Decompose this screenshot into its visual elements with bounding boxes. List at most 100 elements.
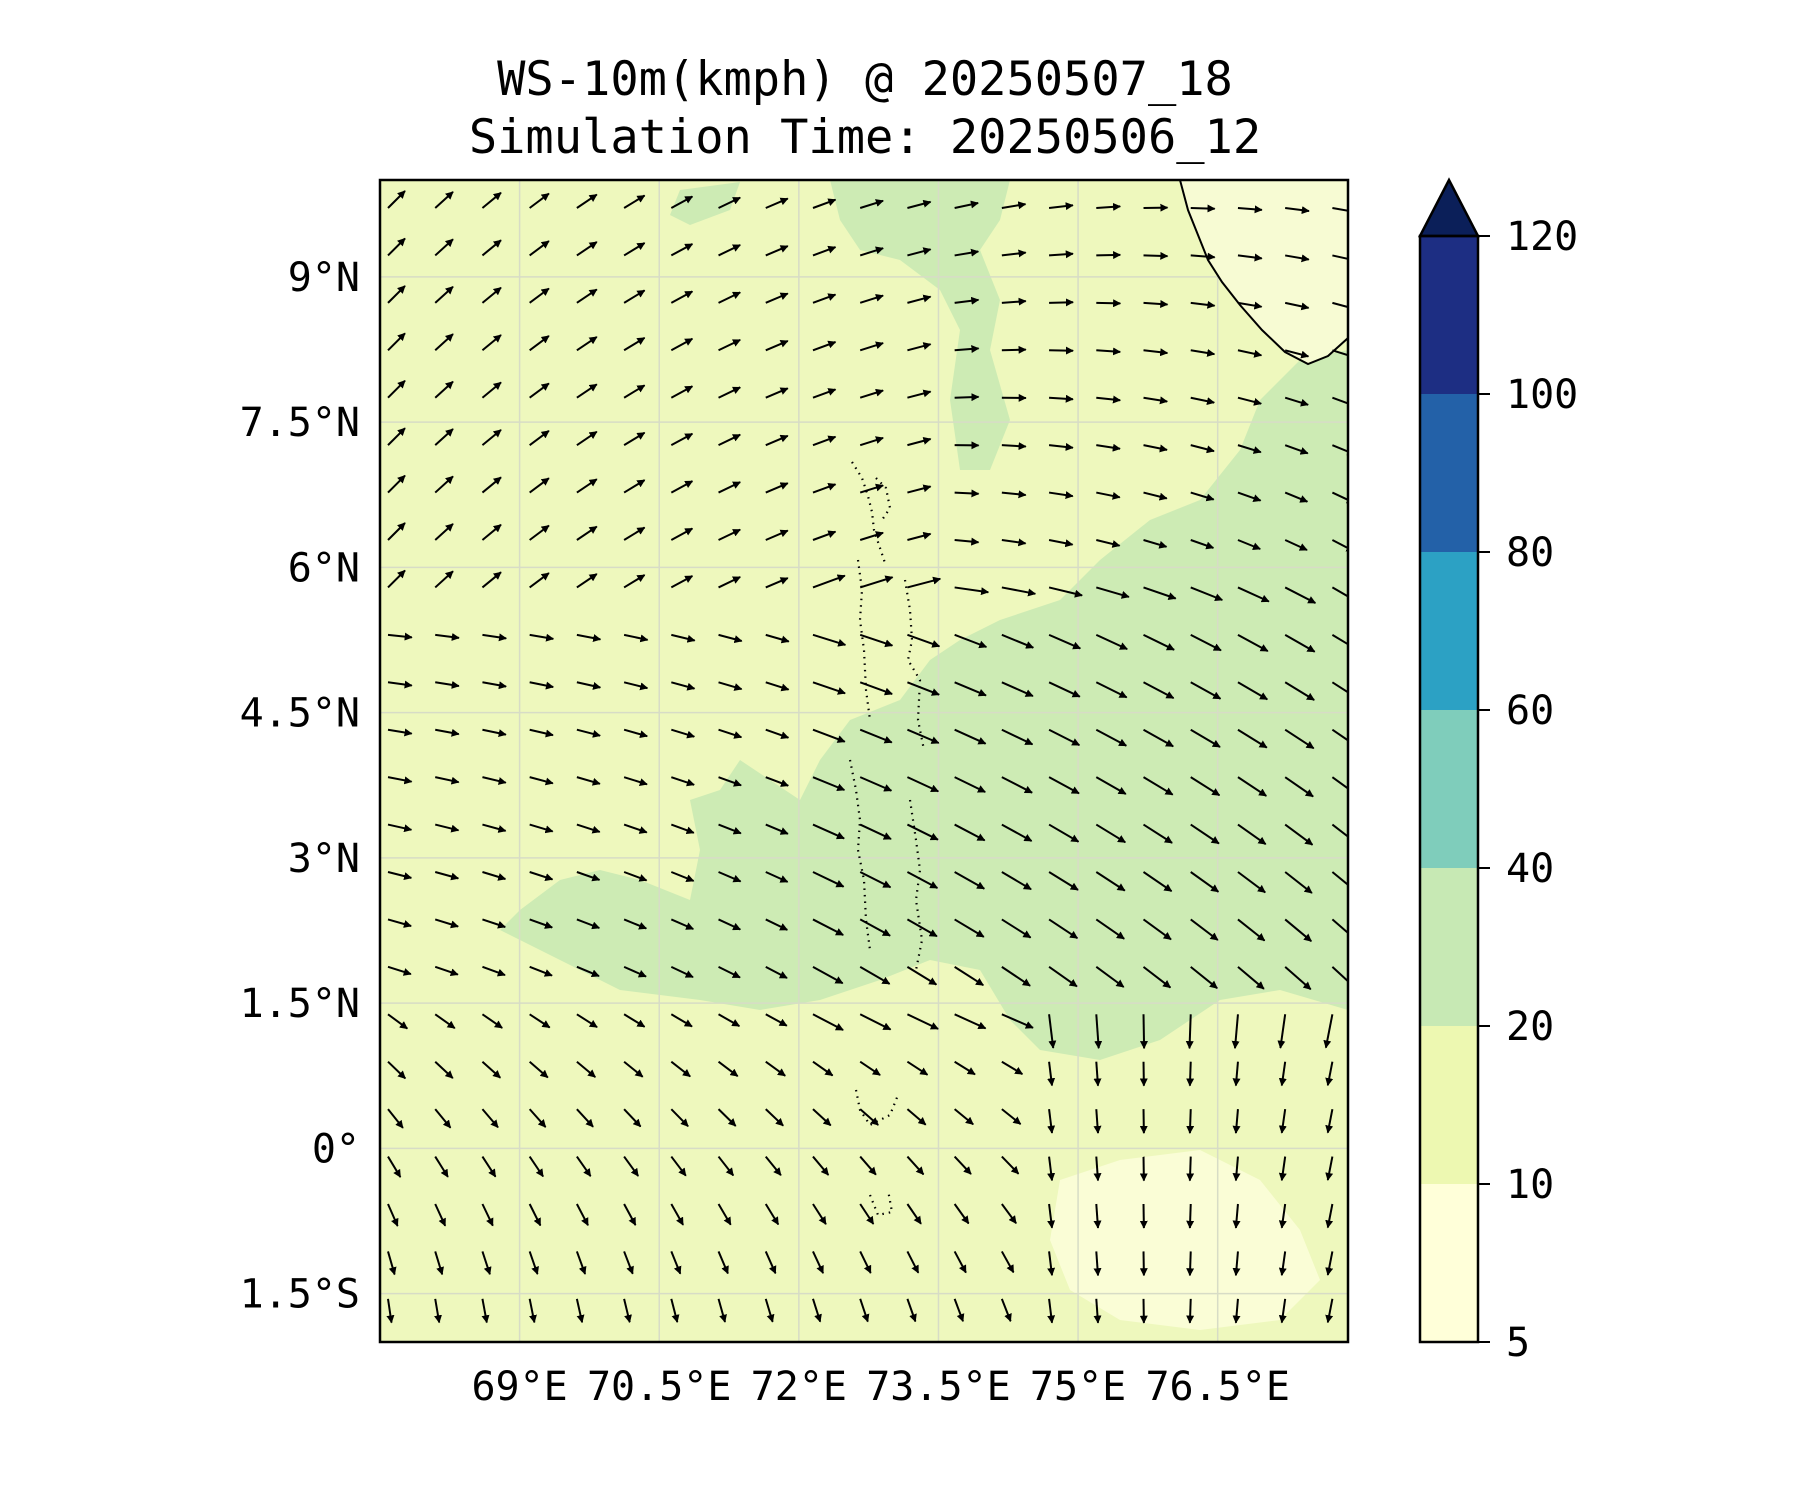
map-title: WS-10m(kmph) @ 20250507_18 (497, 52, 1233, 107)
wind-arrow (906, 918, 938, 938)
wind-arrow (1001, 966, 1031, 987)
wind-arrow (907, 247, 932, 257)
wind-arrow (1232, 1298, 1241, 1324)
wind-arrow (670, 385, 694, 399)
wind-arrow (812, 388, 837, 399)
wind-arrow (576, 871, 601, 882)
wind-arrow (1237, 633, 1269, 652)
wind-arrow (1048, 918, 1079, 940)
wind-arrow (1284, 396, 1309, 407)
wind-arrow (1284, 728, 1315, 750)
colorbar-tick-label: 80 (1506, 530, 1554, 576)
wind-arrow (718, 728, 743, 739)
wind-arrow (1094, 1014, 1103, 1049)
lat-tick-label: 1.5°N (240, 981, 360, 1027)
colorbar-tick-label: 120 (1506, 214, 1578, 260)
wind-arrow (765, 1013, 788, 1027)
wind-arrow (435, 1346, 436, 1370)
wind-arrow (1142, 918, 1172, 941)
wind-arrow (1284, 633, 1316, 653)
wind-arrow (1332, 444, 1348, 456)
wind-arrow (387, 332, 406, 351)
wind-arrow (1237, 253, 1263, 262)
lon-tick-label: 76.5°E (1145, 1364, 1290, 1410)
longitude-labels: 69°E 70.5°E 72°E 73.5°E 75°E 76.5°E (471, 1364, 1289, 1410)
wind-arrow (623, 871, 648, 882)
wind-arrow (1048, 871, 1079, 891)
wind-arrow (576, 430, 598, 446)
wind-arrow (1095, 633, 1128, 651)
lat-tick-label: 4.5°N (240, 691, 360, 737)
wind-arrow (765, 529, 789, 541)
wind-arrow (671, 728, 696, 739)
wind-arrow (1284, 349, 1310, 359)
wind-arrow (1278, 1251, 1287, 1276)
wind-arrow (718, 244, 741, 257)
wind-arrow (1048, 586, 1083, 598)
wind-arrow (1278, 1061, 1287, 1087)
wind-arrow (765, 965, 788, 979)
wind-arrow (528, 1203, 542, 1227)
wind-arrow (623, 289, 646, 304)
wind-arrow (812, 871, 845, 888)
wind-arrow (577, 1346, 579, 1370)
wind-arrow (481, 1108, 499, 1129)
wind-arrow (1278, 1203, 1287, 1229)
wind-arrow (1186, 1251, 1195, 1277)
wind-arrow (1190, 252, 1216, 261)
colorbar-segment (1420, 236, 1478, 394)
wind-arrow (954, 681, 987, 697)
wind-arrow (718, 1013, 741, 1027)
wind-arrow (1185, 1014, 1194, 1050)
wind-arrow (434, 1298, 442, 1324)
india-coastline (1178, 180, 1348, 366)
wind-arrow (1325, 1061, 1334, 1087)
wind-arrow (765, 387, 789, 399)
wind-arrow (1284, 539, 1308, 551)
wind-arrow (1284, 586, 1317, 604)
wind-arrow (670, 290, 694, 304)
wind-arrow (812, 435, 837, 447)
wind-arrow (1328, 1346, 1333, 1370)
lon-tick-label: 69°E (471, 1364, 567, 1410)
wind-arrow (1284, 918, 1312, 942)
wind-arrow (1332, 301, 1348, 312)
wind-arrow (1001, 918, 1032, 939)
wind-arrow (812, 530, 837, 541)
wind-arrow (576, 965, 600, 978)
wind-arrow (1143, 586, 1177, 600)
wind-arrow (1047, 1251, 1056, 1276)
wind-arrow (718, 338, 741, 352)
wind-arrow (576, 1108, 594, 1128)
wind-arrow (1048, 1014, 1057, 1049)
wind-arrow (1096, 299, 1122, 308)
wind-arrow (670, 1298, 680, 1323)
wind-arrow (1232, 1061, 1241, 1087)
wind-arrow (576, 241, 598, 257)
wind-arrow (1284, 966, 1312, 991)
wind-arrow (623, 1013, 646, 1028)
wind-arrow (1332, 207, 1348, 212)
wind-arrow (1093, 1203, 1102, 1229)
wind-arrow (859, 1013, 892, 1031)
wind-arrow (954, 393, 980, 402)
wind-arrow (1237, 776, 1267, 797)
wind-arrow (1001, 538, 1027, 547)
wind-arrow (387, 1108, 404, 1129)
wind-arrow (481, 334, 502, 352)
wind-arrow (481, 523, 502, 541)
colorbar-segment (1420, 552, 1478, 710)
wind-arrow (1048, 681, 1081, 698)
lat-tick-label: 9°N (288, 255, 360, 301)
wind-arrow (387, 918, 412, 928)
wind-arrow (1190, 633, 1222, 652)
wind-arrow (1237, 918, 1266, 942)
wind-arrow (718, 433, 741, 447)
wind-arrow (529, 1060, 549, 1079)
wind-arrow (623, 194, 646, 209)
wind-arrow (481, 429, 502, 446)
wind-arrow (529, 287, 550, 304)
wind-arrow (576, 728, 601, 738)
wind-arrow (434, 1156, 449, 1178)
wind-arrow (859, 1108, 879, 1126)
